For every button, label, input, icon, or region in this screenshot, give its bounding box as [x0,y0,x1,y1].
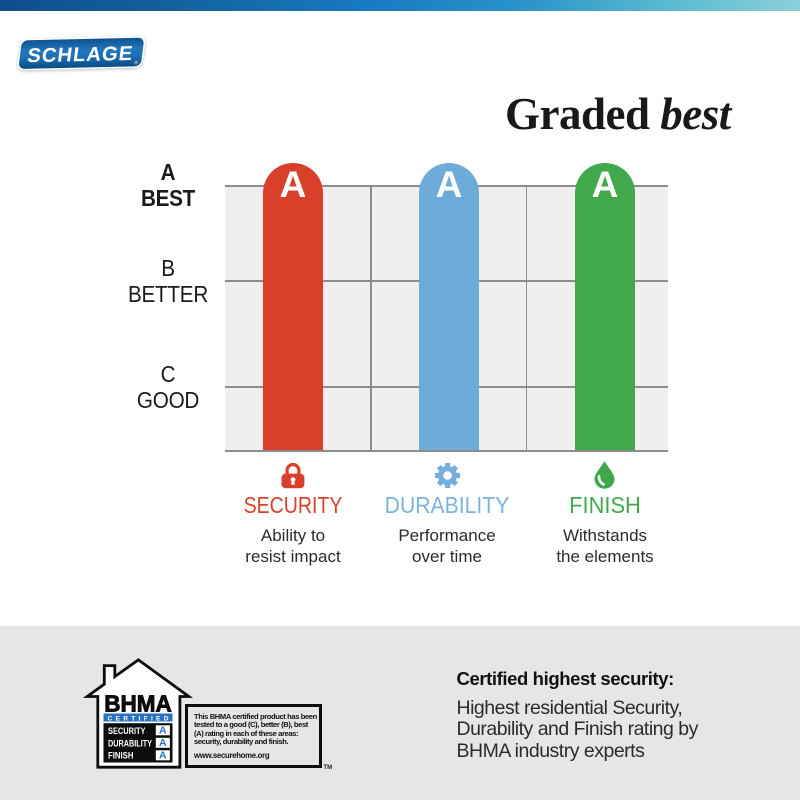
svg-text:CERTIFIED: CERTIFIED [108,715,169,722]
svg-text:SECURITY: SECURITY [108,726,146,736]
svg-text:FINISH: FINISH [108,751,134,761]
svg-text:A: A [159,750,167,762]
svg-text:DURABILITY: DURABILITY [108,738,152,748]
svg-text:SCHLAGE: SCHLAGE [26,43,135,67]
svg-text:A: A [159,725,167,737]
svg-text:BHMA: BHMA [104,691,172,717]
svg-text:®: ® [134,59,139,66]
svg-text:A: A [159,737,167,749]
